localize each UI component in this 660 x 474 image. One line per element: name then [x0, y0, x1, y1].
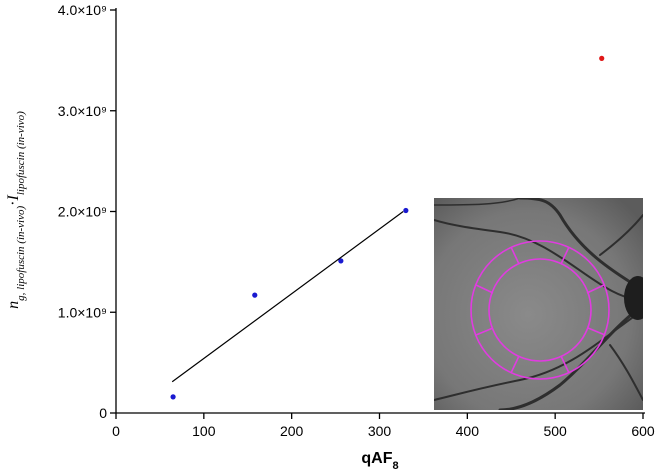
- y-label-sub: g, lipofuscin (in-vivo): [15, 206, 27, 301]
- y-label-n: n: [5, 301, 22, 309]
- x-tick-label: 200: [280, 423, 304, 439]
- y-label-i: I: [5, 195, 22, 202]
- point: [338, 258, 344, 264]
- point: [403, 207, 409, 214]
- y-tick-label: 1.0×10⁹: [58, 304, 107, 320]
- point: [252, 292, 258, 298]
- x-tick-label: 0: [112, 423, 120, 439]
- x-axis-label: qAF8: [361, 450, 398, 472]
- point: [170, 394, 176, 400]
- x-tick-label: 300: [368, 423, 392, 439]
- y-tick-label: 0: [99, 405, 107, 421]
- x-tick-label: 500: [543, 423, 567, 439]
- y-label-dot: ·: [5, 201, 22, 206]
- y-tick-label: 2.0×10⁹: [58, 204, 107, 220]
- point: [599, 55, 605, 61]
- x-tick-label: 100: [192, 423, 216, 439]
- y-tick-label: 3.0×10⁹: [58, 103, 107, 119]
- x-tick-label: 400: [456, 423, 480, 439]
- y-axis-label: ng, lipofuscin (in-vivo)·Ilipofuscin (in…: [5, 111, 27, 309]
- fundus-inset: [434, 198, 643, 410]
- x-tick-label: 600: [631, 423, 655, 439]
- y-label-sub: lipofuscin (in-vivo): [15, 111, 27, 195]
- y-tick-label: 4.0×10⁹: [58, 2, 107, 18]
- x-label-main: qAF: [361, 450, 392, 467]
- x-label-sub: 8: [392, 460, 398, 472]
- fit-line: [171, 211, 404, 383]
